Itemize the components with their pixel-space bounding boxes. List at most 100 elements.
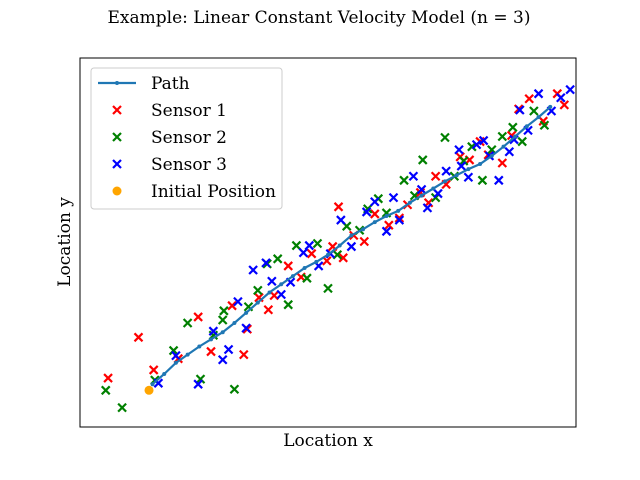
sensor-2-point-stroke-b bbox=[312, 238, 323, 249]
sensor-1-point bbox=[359, 236, 370, 247]
sensor-1-point-stroke-b bbox=[254, 292, 264, 303]
sensor-1-point bbox=[193, 312, 203, 322]
sensor-3-point bbox=[416, 184, 427, 195]
path-point bbox=[162, 371, 167, 376]
sensor-3-point bbox=[441, 166, 451, 176]
sensor-1-point-stroke-b bbox=[441, 179, 451, 190]
sensor-1-point bbox=[333, 202, 344, 212]
sensor-1-point-stroke-b bbox=[384, 220, 394, 230]
sensor-3-point-stroke-b bbox=[153, 378, 164, 388]
sensor-2-point-stroke-b bbox=[486, 144, 497, 155]
legend-label: Initial Position bbox=[151, 182, 276, 202]
sensor-3-point bbox=[408, 171, 419, 182]
sensor-3-point-stroke-b bbox=[533, 88, 544, 99]
path-point bbox=[536, 115, 541, 120]
legend-item-sensor-1: Sensor 1 bbox=[112, 101, 227, 121]
sensor-1-point-stroke-b bbox=[497, 158, 508, 168]
sensor-2-point bbox=[117, 402, 127, 413]
sensor-3-point-stroke-b bbox=[556, 92, 566, 103]
sensor-3-point bbox=[494, 175, 504, 186]
initial-position-point bbox=[144, 385, 154, 395]
sensor-2-point bbox=[283, 299, 294, 310]
plot-marks bbox=[100, 84, 575, 413]
sensor-2-point bbox=[229, 384, 240, 395]
sensor-3-point bbox=[388, 192, 399, 203]
sensor-2-point-stroke-b bbox=[458, 156, 469, 166]
sensor-2-point-stroke-b bbox=[529, 106, 539, 116]
path-point bbox=[478, 162, 483, 167]
legend-item-initial-position: Initial Position bbox=[112, 182, 276, 202]
sensor-2-point-stroke-b bbox=[381, 208, 392, 218]
sensor-3-point-stroke-b bbox=[370, 196, 380, 207]
sensor-3-point bbox=[433, 188, 443, 199]
sensor-1-point bbox=[133, 332, 144, 343]
path-point bbox=[220, 330, 225, 335]
sensor-2-point bbox=[508, 122, 518, 133]
sensor-2-point bbox=[272, 254, 283, 264]
sensor-3-point bbox=[261, 258, 271, 268]
sensor-3-point-stroke-b bbox=[394, 215, 405, 225]
path-point bbox=[185, 352, 190, 357]
sensor-3-point bbox=[556, 92, 566, 103]
legend-swatch-cross-stroke-b bbox=[112, 159, 122, 169]
sensor-2-point-stroke-b bbox=[291, 240, 302, 251]
plot-frame bbox=[79, 57, 577, 428]
legend-swatch-dot bbox=[115, 81, 119, 85]
sensor-1-point-stroke-b bbox=[269, 290, 279, 301]
sensor-3-point bbox=[504, 147, 515, 157]
path-point bbox=[314, 259, 319, 264]
sensor-2-point-stroke-b bbox=[508, 122, 518, 133]
path-point bbox=[454, 173, 459, 178]
sensor-3-point bbox=[361, 207, 372, 217]
path-point bbox=[489, 153, 494, 158]
chart-title: Example: Linear Constant Velocity Model … bbox=[108, 8, 531, 28]
sensor-3-point bbox=[463, 172, 474, 183]
sensor-1-point bbox=[238, 349, 249, 360]
sensor-3-point bbox=[454, 144, 464, 155]
sensor-1-point bbox=[263, 304, 274, 315]
sensor-3-point bbox=[223, 344, 234, 355]
legend: Path Sensor 1 Sensor 2 Sensor 3 Initial Posi… bbox=[90, 67, 283, 210]
sensor-2-point bbox=[539, 120, 550, 131]
sensor-2-point-stroke-b bbox=[323, 283, 333, 294]
sensor-2-point bbox=[458, 156, 469, 166]
path-point bbox=[197, 344, 202, 349]
sensor-1-point-stroke-b bbox=[306, 248, 317, 259]
legend-box bbox=[90, 67, 283, 210]
sensor-3-point bbox=[171, 350, 181, 361]
legend-item-sensor-2: Sensor 2 bbox=[112, 128, 227, 148]
path-point bbox=[209, 337, 214, 342]
sensor-1-point bbox=[370, 209, 380, 219]
sensor-3-point-stroke-b bbox=[454, 144, 464, 155]
sensor-2-point bbox=[168, 345, 179, 356]
sensor-1-point-stroke-b bbox=[193, 312, 203, 322]
path-point bbox=[267, 290, 272, 295]
sensor-2-point-stroke-b bbox=[272, 254, 283, 264]
sensor-2-point bbox=[195, 374, 206, 384]
sensor-3-point bbox=[336, 215, 346, 225]
sensor-3-point-stroke-b bbox=[381, 226, 392, 237]
sensor-2-point bbox=[332, 249, 343, 260]
path-point bbox=[326, 252, 330, 257]
legend-item-sensor-3: Sensor 3 bbox=[112, 155, 227, 175]
sensor-1-point-stroke-b bbox=[148, 365, 159, 375]
sensor-3-point-stroke-b bbox=[494, 175, 504, 186]
sensor-1-point-stroke-b bbox=[103, 373, 113, 383]
sensor-2-point bbox=[100, 385, 111, 396]
sensor-3-point bbox=[248, 265, 258, 275]
sensor-2-point-stroke-b bbox=[195, 374, 206, 384]
path-point bbox=[372, 220, 377, 225]
path-point bbox=[442, 179, 447, 184]
sensor-2-point-stroke-b bbox=[219, 306, 229, 316]
sensor-3-point-stroke-b bbox=[223, 344, 234, 355]
sensor-3-point-stroke-b bbox=[285, 277, 296, 288]
sensor-3-point-stroke-b bbox=[304, 240, 315, 251]
sensor-2-point bbox=[302, 273, 312, 283]
path-point bbox=[255, 300, 260, 305]
sensor-2-point bbox=[477, 175, 488, 186]
sensor-3-point-stroke-b bbox=[248, 265, 258, 275]
x-axis-label: Location x bbox=[283, 431, 373, 451]
path-point bbox=[150, 382, 155, 387]
sensor-3-point bbox=[276, 289, 286, 300]
sensor-1-point-stroke-b bbox=[538, 116, 549, 126]
